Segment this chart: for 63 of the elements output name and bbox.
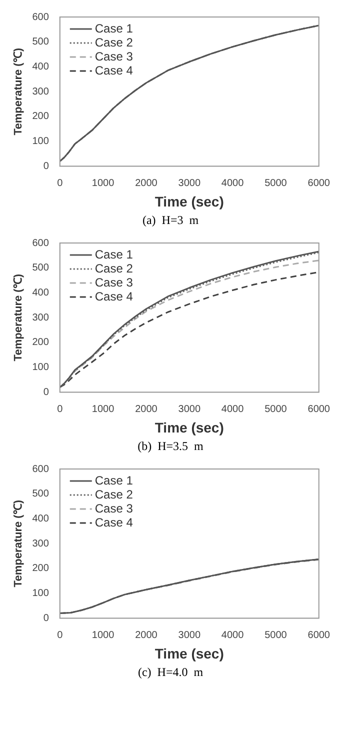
y-tick-label: 200 <box>32 337 50 348</box>
x-tick-label: 6000 <box>308 630 330 641</box>
y-tick-label: 300 <box>32 312 50 324</box>
y-axis-title: Temperature (℃) <box>12 500 25 588</box>
x-tick-label: 4000 <box>221 404 244 415</box>
x-tick-label: 2000 <box>135 404 158 415</box>
legend-label: Case 1 <box>94 473 134 488</box>
legend-label: Case 4 <box>94 515 134 530</box>
legend-label: Case 3 <box>94 49 134 64</box>
y-tick-label: 500 <box>32 488 50 500</box>
x-tick-label: 3000 <box>178 630 201 641</box>
y-tick-label: 400 <box>32 61 50 72</box>
x-tick-label: 1000 <box>92 404 115 415</box>
x-tick-label: 1000 <box>92 630 115 641</box>
x-axis-title: Time (sec) <box>154 419 224 436</box>
x-tick-label: 3000 <box>178 404 201 415</box>
y-tick-label: 200 <box>32 563 50 574</box>
legend-label: Case 1 <box>94 21 134 36</box>
y-tick-label: 400 <box>32 287 50 298</box>
y-axis-title: Temperature (℃) <box>12 274 25 362</box>
y-tick-label: 200 <box>32 111 50 122</box>
y-tick-label: 300 <box>32 538 50 550</box>
y-tick-label: 100 <box>32 362 50 374</box>
x-tick-label: 5000 <box>264 630 288 641</box>
x-tick-label: 3000 <box>178 178 201 189</box>
x-tick-label: 2000 <box>135 178 158 189</box>
text: (c) H=4.0 m <box>136 665 204 680</box>
y-tick-label: 100 <box>32 588 50 600</box>
text: (a) H=3 m <box>141 213 200 228</box>
x-tick-label: 6000 <box>308 404 330 415</box>
x-tick-label: 6000 <box>308 178 330 189</box>
text: (b) H=3.5 m <box>136 439 204 454</box>
legend-label: Case 2 <box>94 487 134 502</box>
x-tick-label: 0 <box>57 178 64 189</box>
y-tick-label: 100 <box>32 136 50 148</box>
legend-label: Case 4 <box>94 63 134 78</box>
legend-label: Case 4 <box>94 289 134 304</box>
legend-label: Case 3 <box>94 275 134 290</box>
x-tick-label: 1000 <box>92 178 115 189</box>
y-tick-label: 600 <box>32 12 50 23</box>
x-tick-label: 4000 <box>221 178 244 189</box>
x-tick-label: 5000 <box>264 178 288 189</box>
y-tick-label: 500 <box>32 36 50 48</box>
x-tick-label: 0 <box>57 404 64 415</box>
y-tick-label: 600 <box>32 464 50 475</box>
y-tick-label: 0 <box>43 160 50 172</box>
x-tick-label: 2000 <box>135 630 158 641</box>
x-tick-label: 4000 <box>221 630 244 641</box>
legend-label: Case 2 <box>94 35 134 50</box>
y-tick-label: 0 <box>43 612 50 624</box>
legend-label: Case 3 <box>94 501 134 516</box>
y-tick-label: 600 <box>32 238 50 249</box>
y-axis-title: Temperature (℃) <box>12 48 25 136</box>
x-tick-label: 0 <box>57 630 64 641</box>
y-tick-label: 300 <box>32 86 50 98</box>
y-tick-label: 500 <box>32 262 50 274</box>
legend-label: Case 1 <box>94 247 134 262</box>
y-tick-label: 400 <box>32 513 50 524</box>
x-axis-title: Time (sec) <box>154 645 224 662</box>
x-tick-label: 5000 <box>264 404 288 415</box>
y-tick-label: 0 <box>43 386 50 398</box>
legend-label: Case 2 <box>94 261 134 276</box>
x-axis-title: Time (sec) <box>154 193 224 210</box>
